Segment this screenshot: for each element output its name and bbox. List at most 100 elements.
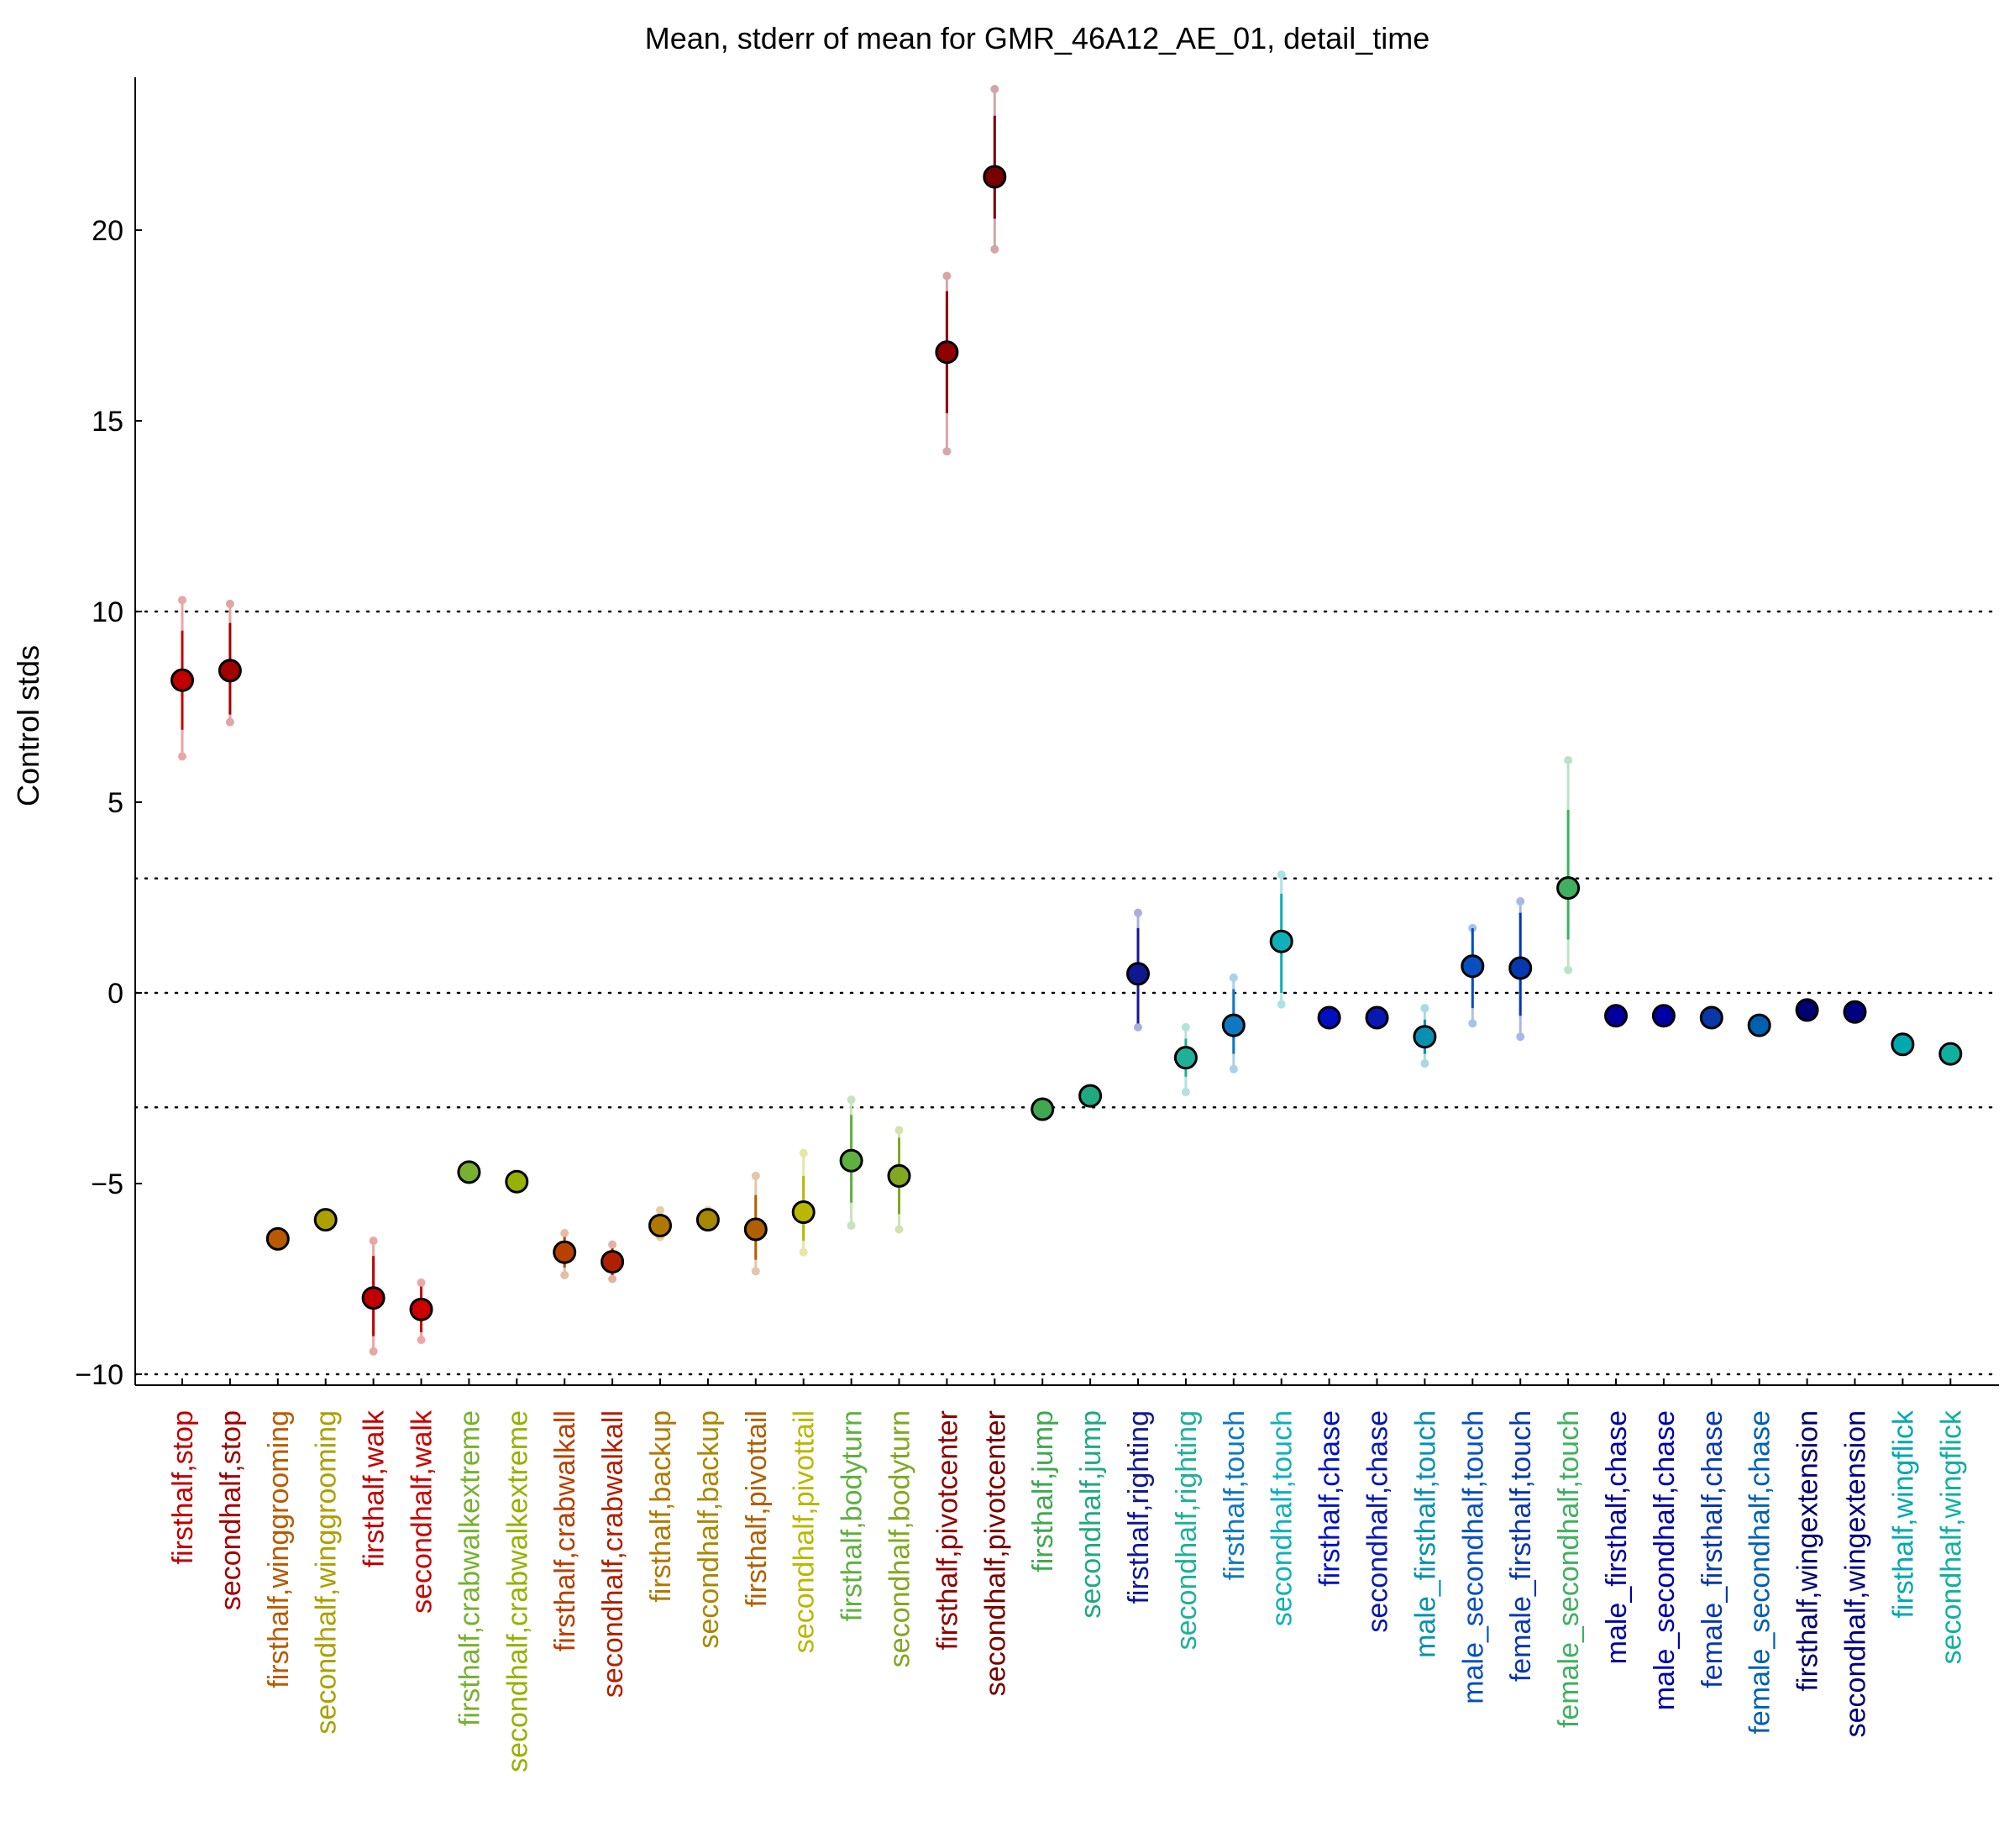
range-max-dot — [1181, 1022, 1190, 1032]
data-point-group — [1461, 923, 1485, 1028]
range-min-dot — [1468, 1019, 1477, 1028]
data-marks — [170, 85, 1963, 1356]
data-point-group — [695, 1205, 720, 1232]
mean-point — [1221, 1013, 1246, 1037]
data-point-group — [791, 1148, 816, 1257]
axes — [134, 77, 1999, 1386]
category-label: male_firsthalf,touch — [1409, 1410, 1441, 1658]
range-min-dot — [894, 1225, 904, 1234]
data-point-group — [265, 1226, 290, 1251]
category-label: secondhalf,stop — [215, 1410, 247, 1610]
data-point-group — [743, 1171, 768, 1276]
category-label: female_secondhalf,touch — [1553, 1410, 1585, 1728]
category-label: firsthalf,chase — [1314, 1410, 1346, 1587]
range-max-dot — [942, 271, 952, 281]
category-label: male_firsthalf,chase — [1601, 1410, 1633, 1664]
category-label: female_firsthalf,chase — [1697, 1410, 1728, 1688]
data-point-group — [1173, 1022, 1198, 1097]
data-point-group — [1269, 870, 1293, 1009]
range-min-dot — [178, 752, 186, 761]
data-point-group — [1938, 1042, 1963, 1066]
mean-point — [1747, 1013, 1771, 1037]
category-label: firsthalf,righting — [1123, 1410, 1155, 1604]
category-label: firsthalf,backup — [645, 1410, 677, 1603]
category-label: male_secondhalf,chase — [1649, 1410, 1681, 1710]
mean-point — [361, 1286, 386, 1310]
range-min-dot — [1420, 1058, 1429, 1068]
range-min-dot — [942, 447, 952, 456]
category-label: secondhalf,jump — [1075, 1410, 1107, 1619]
data-point-group — [170, 596, 194, 761]
category-label: secondhalf,backup — [693, 1410, 725, 1649]
y-ticks: −10 −5 0 5 10 15 20 — [75, 215, 142, 1391]
data-point-group — [839, 1095, 863, 1230]
data-point-group — [361, 1236, 386, 1356]
data-point-group — [1508, 897, 1533, 1042]
mean-point — [1938, 1042, 1963, 1066]
reference-lines — [134, 610, 2001, 1376]
mean-point — [1508, 956, 1533, 980]
range-min-dot — [1277, 1000, 1286, 1009]
category-label: female_secondhalf,chase — [1744, 1410, 1776, 1735]
data-point-group — [887, 1126, 911, 1234]
category-label: firsthalf,walk — [359, 1410, 391, 1567]
mean-point — [1078, 1084, 1103, 1108]
mean-point — [887, 1163, 911, 1188]
range-max-dot — [799, 1148, 808, 1158]
category-label: firsthalf,crabwalkall — [549, 1410, 581, 1651]
y-tick-label: −5 — [91, 1168, 123, 1200]
category-label: firsthalf,bodyturn — [837, 1410, 868, 1621]
category-label: secondhalf,righting — [1171, 1410, 1203, 1650]
mean-point — [505, 1169, 529, 1194]
range-max-dot — [369, 1236, 378, 1246]
mean-point — [313, 1208, 338, 1232]
range-min-dot — [1229, 1064, 1238, 1074]
x-ticks — [181, 1378, 1952, 1385]
data-point-group — [1126, 908, 1150, 1032]
mean-point — [553, 1240, 577, 1264]
range-max-dot — [990, 85, 999, 94]
data-point-group — [1031, 1097, 1055, 1121]
mean-point — [1461, 954, 1485, 979]
data-point-group — [313, 1208, 338, 1232]
category-label: secondhalf,winggrooming — [311, 1410, 343, 1735]
category-label: firsthalf,crabwalkextreme — [454, 1410, 485, 1726]
range-max-dot — [847, 1095, 856, 1105]
data-point-group — [1843, 1000, 1867, 1024]
y-axis-label: Control stds — [11, 645, 45, 806]
mean-point — [1173, 1046, 1198, 1070]
range-min-dot — [1564, 965, 1573, 974]
range-min-dot — [990, 244, 999, 254]
data-point-group — [1604, 1004, 1628, 1028]
data-point-group — [1221, 973, 1246, 1074]
category-label: firsthalf,wingflick — [1887, 1410, 1919, 1619]
mean-point — [743, 1217, 768, 1242]
data-point-group — [1413, 1004, 1437, 1068]
range-max-dot — [1420, 1004, 1429, 1013]
y-tick-label: 20 — [92, 215, 123, 247]
data-point-group — [1699, 1005, 1723, 1030]
data-point-group — [1747, 1013, 1771, 1037]
category-label: secondhalf,bodyturn — [884, 1410, 916, 1667]
range-min-dot — [608, 1274, 617, 1284]
mean-point — [695, 1208, 720, 1232]
category-label: firsthalf,wingextension — [1792, 1410, 1824, 1692]
mean-point — [1891, 1032, 1915, 1057]
range-max-dot — [751, 1171, 760, 1180]
data-point-group — [935, 271, 959, 456]
category-label: secondhalf,crabwalkextreme — [501, 1410, 533, 1772]
data-point-group — [648, 1205, 672, 1242]
data-point-group — [505, 1169, 529, 1194]
category-label: firsthalf,jump — [1027, 1410, 1059, 1572]
range-max-dot — [608, 1240, 617, 1249]
data-point-group — [409, 1278, 433, 1345]
category-label: secondhalf,pivottail — [789, 1410, 821, 1653]
mean-point — [265, 1226, 290, 1251]
range-max-dot — [1516, 897, 1525, 906]
data-point-group — [1795, 998, 1819, 1022]
range-min-dot — [1516, 1032, 1525, 1042]
data-point-group — [983, 85, 1007, 254]
range-min-dot — [417, 1336, 426, 1345]
mean-point — [1604, 1004, 1628, 1028]
mean-point — [601, 1250, 625, 1274]
